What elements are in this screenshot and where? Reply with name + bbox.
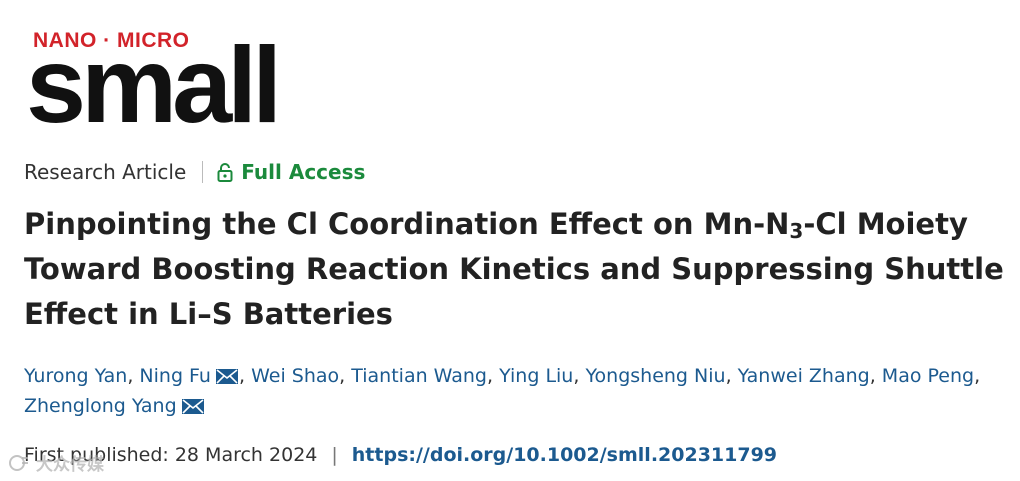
author-item: Ning Fu,: [139, 365, 245, 387]
divider: [202, 161, 204, 183]
doi-link[interactable]: https://doi.org/10.1002/smll.202311799: [351, 444, 778, 466]
separator: |: [331, 444, 338, 466]
published-date: 28 March 2024: [174, 444, 318, 466]
author-separator: ,: [238, 365, 246, 387]
logo-prefix: NANO · MICRO: [33, 29, 190, 52]
author-item: Tiantian Wang,: [351, 365, 493, 387]
author-item: Mao Peng,: [882, 365, 980, 387]
author-link[interactable]: Yongsheng Niu: [585, 365, 726, 387]
author-item: Yurong Yan,: [24, 365, 133, 387]
author-separator: ,: [974, 365, 981, 387]
author-link[interactable]: Zhenglong Yang: [24, 395, 177, 417]
author-link[interactable]: Ning Fu: [139, 365, 211, 387]
author-link[interactable]: Tiantian Wang: [351, 365, 487, 387]
publication-info: First published: 28 March 2024 | https:/…: [24, 440, 777, 470]
author-separator: ,: [127, 365, 134, 387]
email-icon[interactable]: [215, 368, 239, 385]
author-list: Yurong Yan, Ning Fu, Wei Shao, Tiantian …: [24, 361, 1014, 421]
watermark-text: 大众传媒: [36, 455, 104, 475]
author-separator: ,: [725, 365, 732, 387]
access-badge: Full Access: [217, 160, 365, 184]
published-label: First published:: [24, 444, 169, 466]
watermark-logo-icon: [9, 454, 28, 471]
author-link[interactable]: Mao Peng: [881, 365, 975, 387]
article-type: Research Article: [24, 160, 187, 184]
title-subscript: 3: [789, 219, 804, 243]
author-item: Wei Shao,: [251, 365, 345, 387]
email-icon[interactable]: [181, 398, 205, 415]
logo-name: small: [26, 24, 282, 145]
author-item: Ying Liu,: [499, 365, 579, 387]
author-separator: ,: [487, 365, 494, 387]
author-separator: ,: [339, 365, 346, 387]
journal-logo[interactable]: small NANO · MICRO: [26, 14, 282, 139]
author-link[interactable]: Ying Liu: [499, 365, 574, 387]
access-label: Full Access: [241, 160, 366, 184]
author-item: Zhenglong Yang: [24, 395, 205, 417]
author-link[interactable]: Yurong Yan: [24, 365, 128, 387]
author-separator: ,: [573, 365, 580, 387]
author-separator: ,: [869, 365, 876, 387]
article-meta: Research Article Full Access: [24, 157, 365, 187]
title-part-1: Pinpointing the Cl Coordination Effect o…: [24, 207, 790, 241]
article-title: Pinpointing the Cl Coordination Effect o…: [24, 202, 1009, 337]
author-link[interactable]: Wei Shao: [251, 365, 340, 387]
author-link[interactable]: Yanwei Zhang: [737, 365, 870, 387]
open-lock-icon: [217, 162, 233, 182]
author-item: Yanwei Zhang,: [738, 365, 876, 387]
author-item: Yongsheng Niu,: [585, 365, 731, 387]
watermark: 大众传媒: [8, 450, 104, 475]
title-part-2: -Cl Moiety Toward Boosting Reaction Kine…: [24, 207, 1004, 331]
